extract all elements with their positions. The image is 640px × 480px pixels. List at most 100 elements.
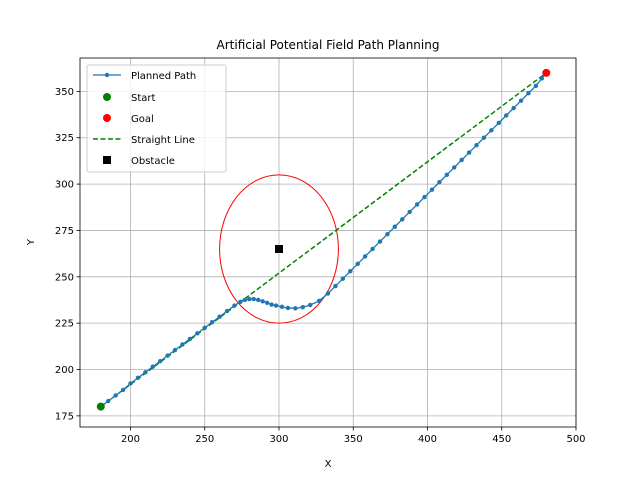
chart-title: Artificial Potential Field Path Planning bbox=[217, 38, 440, 52]
planned-path-point bbox=[307, 302, 313, 308]
legend-marker-goal bbox=[103, 114, 111, 122]
planned-path-point bbox=[459, 157, 464, 163]
planned-path-point bbox=[232, 303, 237, 308]
legend: Planned Path Start Goal Straight Line Ob… bbox=[86, 64, 227, 173]
planned-path-point bbox=[187, 336, 193, 342]
planned-path-point bbox=[340, 276, 346, 281]
legend-label-goal: Goal bbox=[131, 114, 154, 125]
legend-marker-start bbox=[103, 93, 111, 101]
planned-path-point bbox=[504, 113, 509, 118]
x-axis-label: X bbox=[325, 459, 332, 470]
planned-path-point bbox=[422, 194, 427, 200]
planned-path-point bbox=[260, 299, 265, 304]
planned-path-point bbox=[279, 304, 285, 310]
planned-path-point bbox=[202, 325, 207, 330]
legend-marker-obstacle bbox=[103, 156, 111, 164]
planned-path-point bbox=[362, 254, 368, 259]
planned-path-point bbox=[172, 347, 178, 353]
x-tick-label: 250 bbox=[195, 434, 214, 445]
planned-path-point bbox=[489, 128, 494, 133]
planned-path-point bbox=[300, 305, 305, 310]
planned-path-point bbox=[217, 314, 222, 319]
y-tick-label: 250 bbox=[55, 272, 74, 283]
planned-path-point bbox=[414, 202, 420, 207]
planned-path-point bbox=[429, 187, 435, 192]
planned-path-point bbox=[273, 303, 279, 308]
planned-path-point bbox=[269, 302, 274, 307]
y-tick-label: 225 bbox=[55, 319, 74, 330]
grid bbox=[80, 58, 577, 427]
x-tick-label: 450 bbox=[492, 434, 511, 445]
planned-path-point bbox=[392, 224, 398, 229]
axes-frame bbox=[79, 57, 577, 428]
planned-path-point bbox=[533, 83, 539, 89]
planned-path-point bbox=[539, 76, 545, 81]
planned-path-point bbox=[407, 209, 412, 215]
planned-path-point bbox=[377, 239, 383, 244]
planned-path-point bbox=[437, 180, 442, 185]
planned-path-point bbox=[496, 120, 501, 126]
planned-path-point bbox=[481, 135, 487, 140]
y-tick-label: 175 bbox=[55, 411, 74, 422]
planned-path-point bbox=[316, 298, 322, 304]
planned-path-point bbox=[224, 308, 230, 314]
planned-path-point bbox=[264, 300, 270, 305]
legend-label-straight-line: Straight Line bbox=[131, 135, 195, 146]
planned-path-point bbox=[518, 98, 524, 103]
planned-path-point bbox=[355, 261, 360, 267]
obstacle-influence-circle bbox=[219, 174, 339, 324]
x-tick-label: 350 bbox=[344, 434, 363, 445]
planned-path-point bbox=[209, 320, 215, 325]
planned-path-point bbox=[293, 306, 298, 311]
x-tick-label: 300 bbox=[269, 434, 288, 445]
y-tick-label: 275 bbox=[55, 226, 74, 237]
planned-path-point bbox=[333, 283, 338, 289]
y-tick-label: 300 bbox=[55, 180, 74, 191]
planned-path-point bbox=[135, 375, 141, 381]
planned-path-point bbox=[400, 217, 405, 222]
legend-label-obstacle: Obstacle bbox=[131, 156, 175, 167]
x-tick-label: 500 bbox=[566, 434, 585, 445]
planned-path-point bbox=[325, 291, 331, 296]
planned-path-point bbox=[113, 393, 118, 398]
planned-path-point bbox=[256, 297, 261, 303]
planned-path-point bbox=[143, 370, 148, 375]
y-tick-label: 200 bbox=[55, 365, 74, 376]
planned-path-point bbox=[157, 358, 163, 364]
planned-path-point bbox=[106, 398, 111, 404]
y-tick-label: 350 bbox=[55, 87, 74, 98]
planned-path-point bbox=[120, 387, 126, 393]
planned-path-point bbox=[238, 299, 243, 305]
planned-path-point bbox=[128, 381, 133, 386]
x-tick-label: 400 bbox=[418, 434, 437, 445]
y-axis-ticks: 175 200 225 250 275 300 325 350 bbox=[55, 87, 80, 422]
x-tick-label: 200 bbox=[121, 434, 140, 445]
start-marker bbox=[96, 402, 105, 411]
planned-path-point bbox=[247, 296, 252, 302]
planned-path-point bbox=[165, 353, 170, 358]
planned-path-point bbox=[452, 165, 457, 170]
planned-path-point bbox=[511, 105, 516, 111]
goal-marker bbox=[542, 68, 551, 77]
planned-path-point bbox=[385, 231, 390, 237]
planned-path-point bbox=[285, 305, 291, 311]
y-axis-label: Y bbox=[26, 238, 37, 246]
planned-path-point bbox=[526, 91, 531, 96]
plot-area bbox=[96, 68, 551, 411]
planned-path-point bbox=[348, 269, 353, 274]
x-axis-ticks: 200 250 300 350 400 450 500 bbox=[121, 427, 586, 445]
legend-label-start: Start bbox=[131, 93, 156, 104]
planned-path-point bbox=[370, 246, 375, 252]
planned-path-point bbox=[150, 364, 155, 369]
planned-path-point bbox=[444, 172, 450, 178]
legend-label-planned-path: Planned Path bbox=[131, 71, 196, 82]
y-tick-label: 325 bbox=[55, 133, 74, 144]
planned-path-point bbox=[251, 296, 256, 302]
planned-path-point bbox=[195, 331, 200, 336]
legend-marker-planned-path-dot bbox=[104, 72, 110, 78]
legend-box bbox=[86, 64, 227, 173]
planned-path-point bbox=[180, 342, 185, 347]
planned-path-point bbox=[474, 142, 479, 148]
planned-path-point bbox=[466, 150, 472, 155]
